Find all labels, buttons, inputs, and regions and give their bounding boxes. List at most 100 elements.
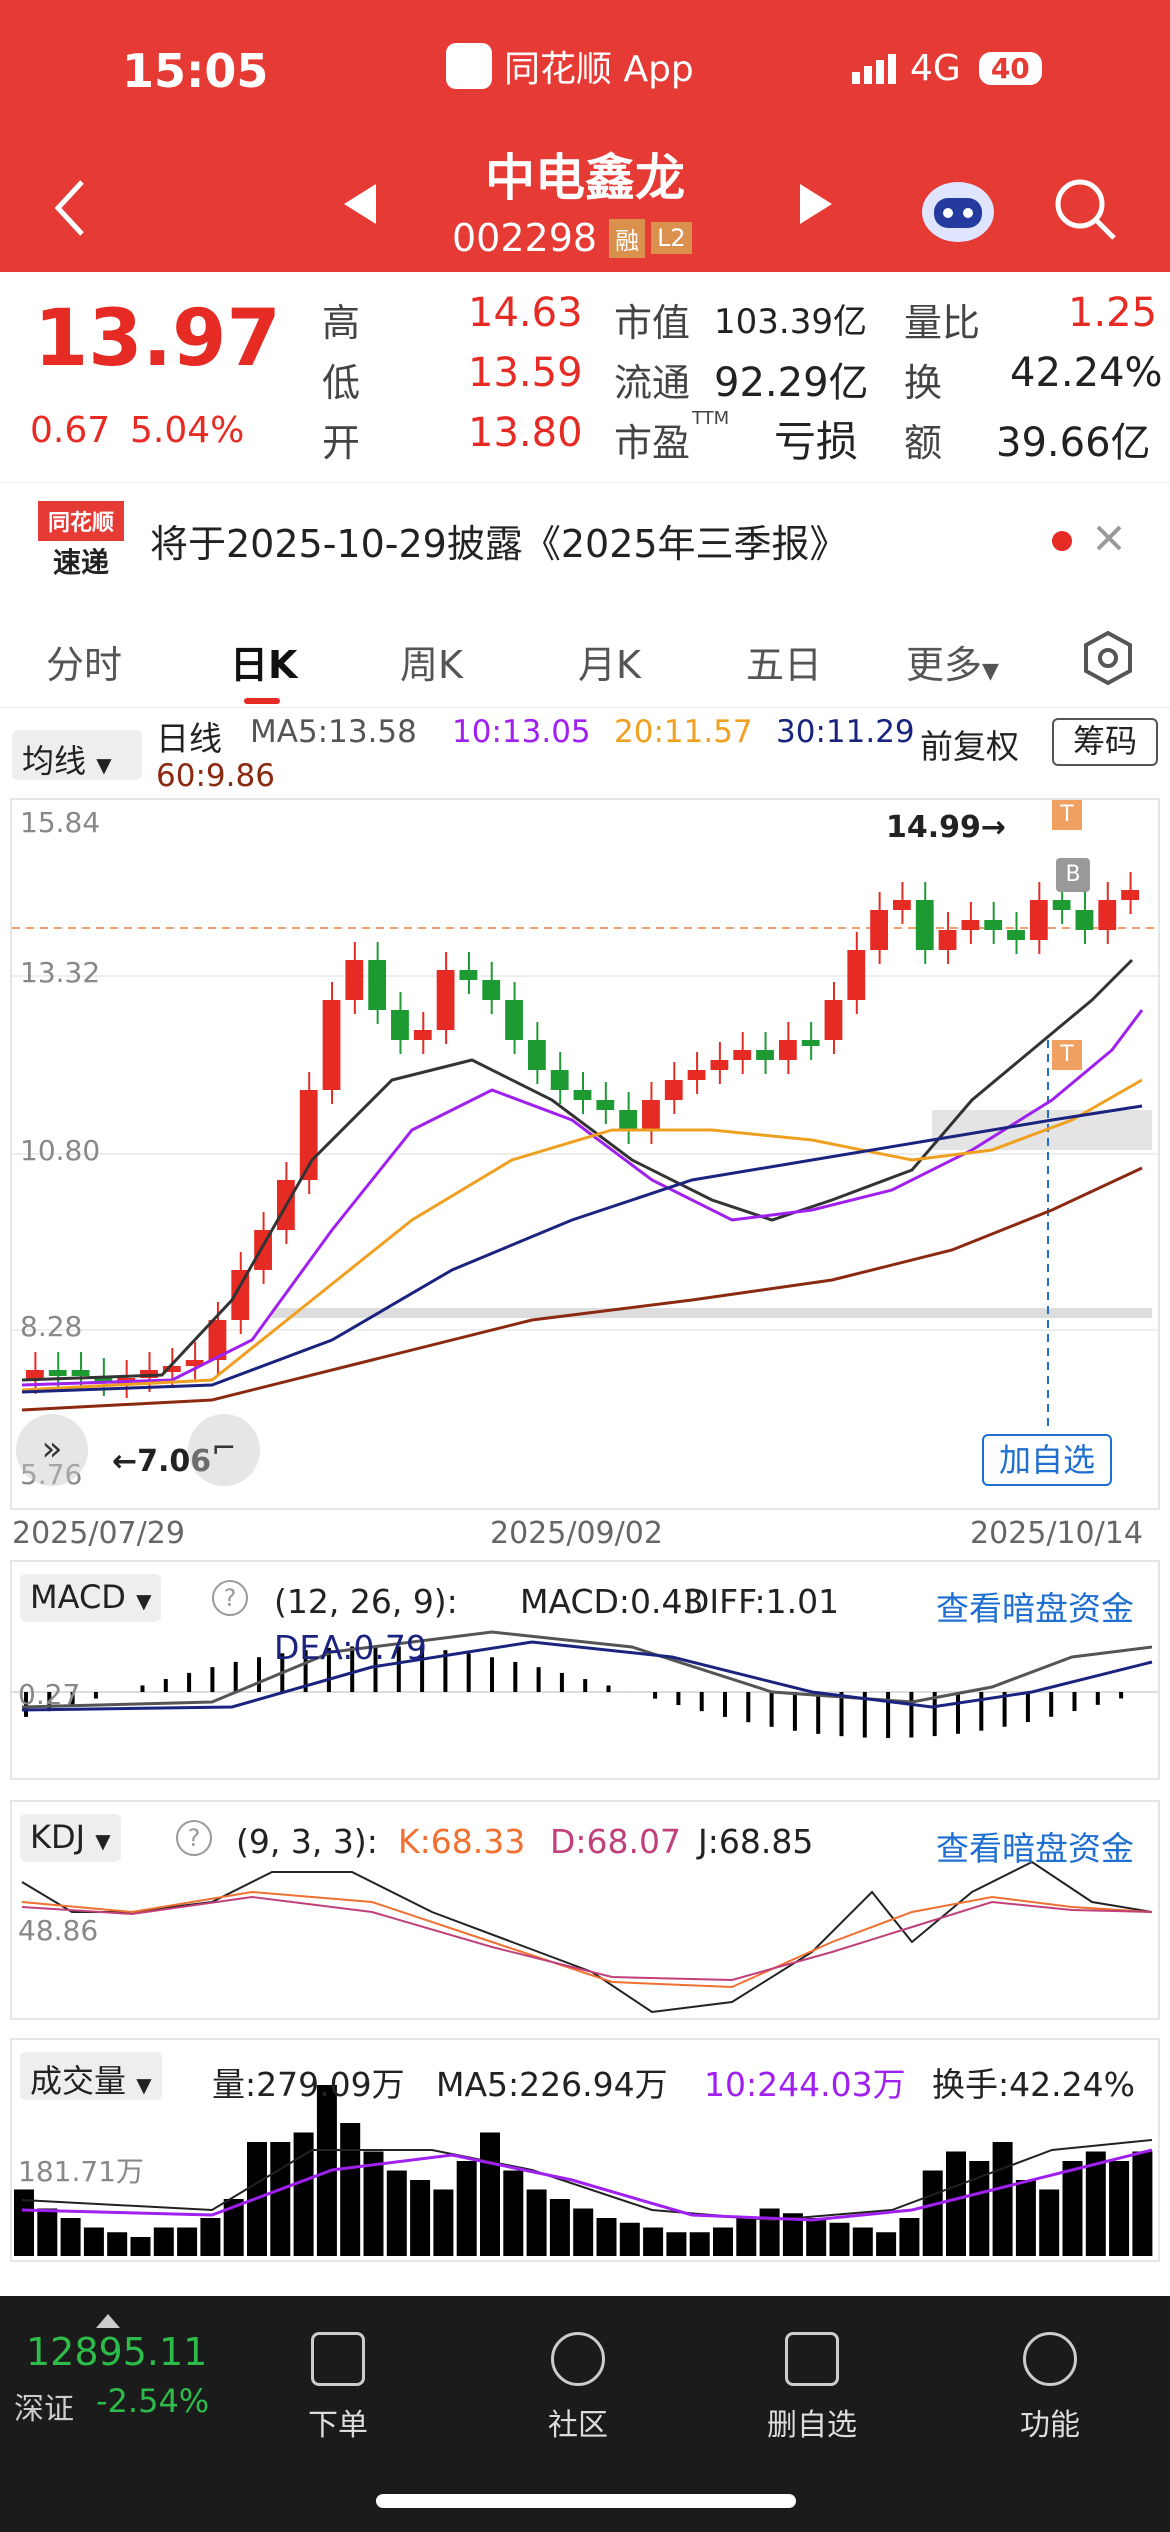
turnover-label: 换 (904, 361, 943, 405)
low-price-marker: ←7.06 (112, 1444, 212, 1479)
expand-left-icon[interactable]: » (16, 1414, 88, 1486)
kline-chart[interactable]: 15.84 13.32 10.80 8.28 5.76 14.99→ ←7.06… (10, 798, 1160, 1510)
fullscreen-icon[interactable]: ⌐ (188, 1414, 260, 1486)
volume-panel[interactable]: 成交量 ▼ 量:279.09万 MA5:226.94万 10:244.03万 换… (10, 2038, 1160, 2262)
help-icon[interactable]: ? (176, 1820, 212, 1856)
volume-bar (643, 2227, 664, 2256)
macd-selector-label: MACD (30, 1578, 126, 1616)
volume-bar (37, 2208, 58, 2256)
volume-bar (293, 2132, 314, 2256)
macd-bar (1119, 1692, 1124, 1699)
volume-bar (619, 2222, 640, 2256)
candle-body (733, 1050, 752, 1060)
macd-selector[interactable]: MACD ▼ (20, 1574, 162, 1622)
tab-daily-k[interactable]: 日K (230, 643, 298, 687)
status-indicators: 4G 40 (852, 48, 1042, 89)
high-label: 高 (322, 301, 361, 345)
chevron-down-icon: ▼ (96, 753, 112, 777)
tab-more[interactable]: 更多▼ (906, 634, 999, 689)
trade-marker-t: T (1052, 800, 1082, 830)
community-button[interactable]: 社区 (498, 2332, 658, 2444)
app-header: 15:05 同花顺 App 4G 40 中电鑫龙 002298 融 L2 (0, 0, 1170, 272)
margin-badge: 融 (609, 218, 646, 258)
macd-bar (466, 1653, 471, 1692)
candle-body (801, 1040, 820, 1046)
remove-watchlist-icon (785, 2332, 839, 2386)
last-price: 13.97 (34, 294, 281, 384)
dark-pool-link[interactable]: 查看暗盘资金 (936, 1829, 1134, 1868)
dea-value: DEA:0.79 (274, 1628, 427, 1667)
tab-five-day[interactable]: 五日 (746, 643, 823, 687)
kdj-panel[interactable]: KDJ ▼ ? (9, 3, 3): K:68.33 D:68.07 J:68.… (10, 1800, 1160, 2020)
tab-intraday[interactable]: 分时 (46, 643, 123, 687)
kline-svg (12, 872, 1158, 1430)
dea-line (21, 1640, 1153, 1712)
index-value[interactable]: 12895.11 (26, 2330, 208, 2374)
remove-watchlist-button[interactable]: 删自选 (732, 2332, 892, 2444)
status-app: 同花顺 App (446, 40, 694, 92)
volume-bar (596, 2218, 617, 2256)
candle-body (710, 1060, 729, 1070)
order-button[interactable]: 下单 (258, 2332, 418, 2444)
candle-body (915, 900, 934, 950)
tab-monthly-k[interactable]: 月K (578, 643, 641, 687)
help-icon[interactable]: ? (212, 1580, 248, 1616)
macd-bar (862, 1692, 867, 1738)
kdj-selector[interactable]: KDJ ▼ (20, 1814, 121, 1862)
tab-weekly-k[interactable]: 周K (400, 643, 463, 687)
volume-bar (829, 2222, 850, 2256)
macd-bar (140, 1685, 145, 1692)
d-value: D:68.07 (550, 1822, 682, 1861)
candle-body (573, 1090, 592, 1100)
high-value: 14.63 (468, 290, 583, 336)
dark-pool-link[interactable]: 查看暗盘资金 (936, 1589, 1134, 1628)
macd-bar (70, 1692, 75, 1705)
low-value: 13.59 (468, 350, 583, 396)
chevron-down-icon: ▼ (95, 1829, 111, 1853)
candle-body (1075, 910, 1094, 930)
macd-bar (47, 1692, 52, 1712)
macd-bar (490, 1657, 494, 1692)
ma20-value: 20:11.57 (614, 714, 753, 750)
volume-bar (946, 2151, 966, 2256)
chevron-down-icon: ▼ (136, 1589, 152, 1613)
volume-bar (969, 2161, 990, 2256)
volume-bar (1015, 2180, 1036, 2256)
index-up-arrow-icon (96, 2314, 120, 2328)
macd-panel[interactable]: MACD ▼ ? (12, 26, 9): MACD:0.43 DIFF:1.0… (10, 1560, 1160, 1780)
pe-label: 市盈 (614, 421, 691, 465)
functions-button[interactable]: 功能 (970, 2332, 1130, 2444)
next-stock-icon[interactable] (796, 182, 836, 226)
notice-bar[interactable]: 同花顺 速递 将于2025-10-29披露《2025年三季报》 (0, 482, 1170, 592)
robot-assistant-icon[interactable] (918, 170, 998, 246)
home-indicator (376, 2494, 796, 2508)
j-value: J:68.85 (698, 1822, 814, 1861)
chips-button[interactable]: 筹码 (1052, 718, 1158, 766)
candle-body (322, 1000, 341, 1090)
volume-bar (922, 2170, 943, 2256)
candle-body (1052, 900, 1071, 910)
search-icon[interactable] (1052, 176, 1118, 242)
remove-watchlist-label: 删自选 (767, 2408, 857, 2443)
trade-marker-t-2: T (1052, 1040, 1082, 1070)
back-icon[interactable] (50, 178, 90, 238)
prev-stock-icon[interactable] (340, 182, 380, 226)
trade-marker-b: B (1056, 858, 1090, 892)
macd-bar (1072, 1692, 1077, 1712)
macd-bar (979, 1692, 984, 1731)
amount-value: 39.66亿 (996, 420, 1151, 466)
add-to-watchlist-button[interactable]: 加自选 (982, 1434, 1112, 1486)
candle-body (870, 910, 889, 950)
unread-dot-icon (1052, 531, 1072, 551)
adjust-mode[interactable]: 前复权 (920, 727, 1019, 766)
settings-hexagon-icon[interactable] (1080, 630, 1136, 686)
macd-bar (303, 1650, 308, 1692)
candle-body (550, 1070, 569, 1090)
kline-period-label: 日线 (156, 719, 222, 758)
notice-text: 将于2025-10-29披露《2025年三季报》 (150, 522, 848, 566)
close-icon[interactable] (1094, 523, 1124, 553)
ma-selector[interactable]: 均线 ▼ (12, 730, 142, 780)
y-label-4: 8.28 (20, 1310, 83, 1343)
volume-selector[interactable]: 成交量 ▼ (20, 2052, 162, 2100)
volume-bar (526, 2189, 547, 2256)
